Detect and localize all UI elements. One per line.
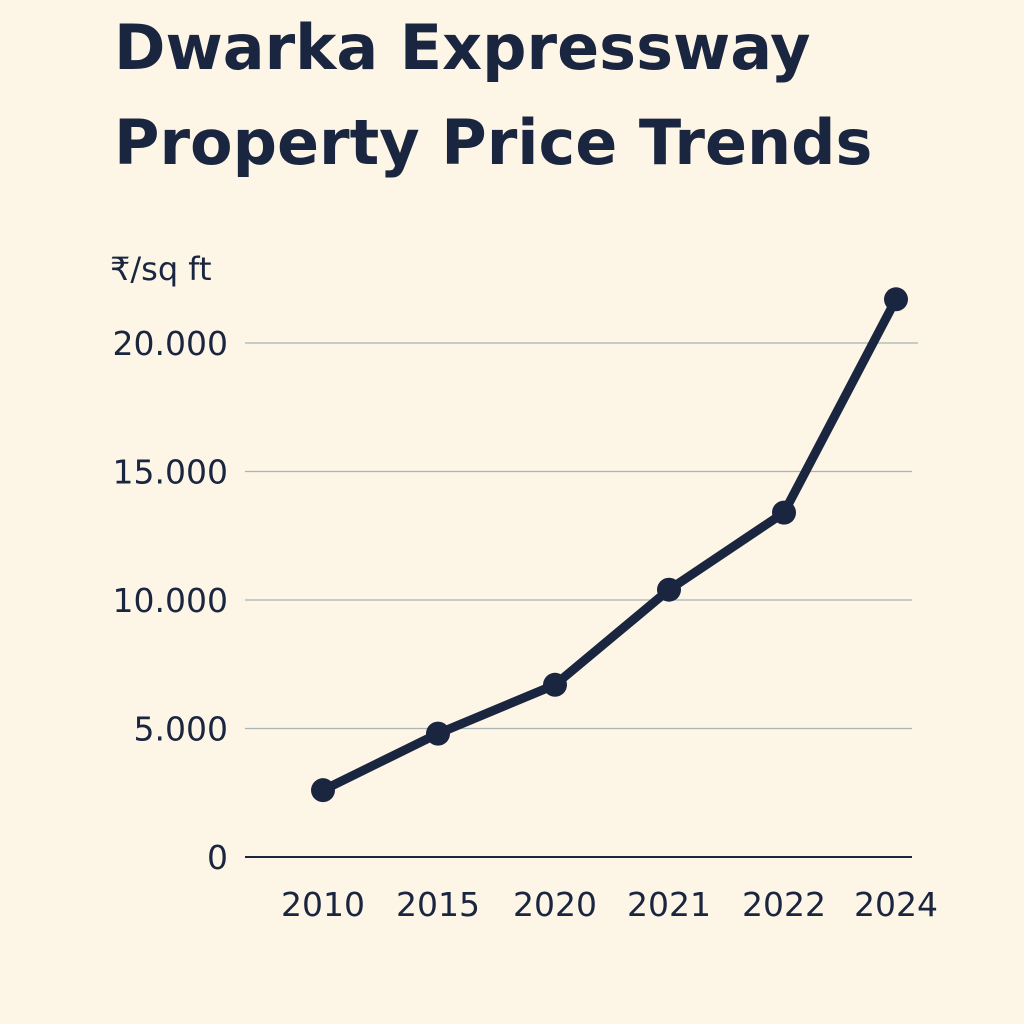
data-point bbox=[543, 672, 567, 697]
data-point bbox=[772, 500, 796, 525]
x-tick-label: 2010 bbox=[281, 885, 365, 924]
y-tick-label: 20.000 bbox=[113, 324, 228, 363]
x-tick-label: 2021 bbox=[627, 885, 711, 924]
chart-title: Dwarka Expressway Property Price Trends bbox=[114, 0, 1014, 190]
data-point bbox=[426, 721, 450, 746]
y-axis-unit-label: ₹/sq ft bbox=[110, 250, 212, 288]
x-tick-label: 2022 bbox=[742, 885, 826, 924]
data-point bbox=[311, 778, 335, 803]
grid-lines bbox=[245, 342, 918, 730]
x-tick-label: 2024 bbox=[854, 885, 938, 924]
series-line bbox=[318, 294, 901, 795]
data-point bbox=[884, 287, 908, 312]
y-tick-label: 10.000 bbox=[113, 581, 228, 620]
x-tick-label: 2015 bbox=[396, 885, 480, 924]
chart-title-line-2: Property Price Trends bbox=[114, 106, 873, 179]
y-axis-tick-labels: 0 5.000 10.000 15.000 20.000 bbox=[113, 324, 228, 877]
x-tick-label: 2020 bbox=[513, 885, 597, 924]
chart-title-line-1: Dwarka Expressway bbox=[114, 11, 811, 84]
x-axis-tick-labels: 2010 2015 2020 2021 2022 2024 bbox=[281, 885, 938, 924]
price-series bbox=[311, 287, 908, 803]
data-point bbox=[657, 577, 681, 602]
y-tick-label: 5.000 bbox=[134, 710, 228, 749]
y-tick-label: 0 bbox=[207, 838, 228, 877]
y-tick-label: 15.000 bbox=[113, 453, 228, 492]
